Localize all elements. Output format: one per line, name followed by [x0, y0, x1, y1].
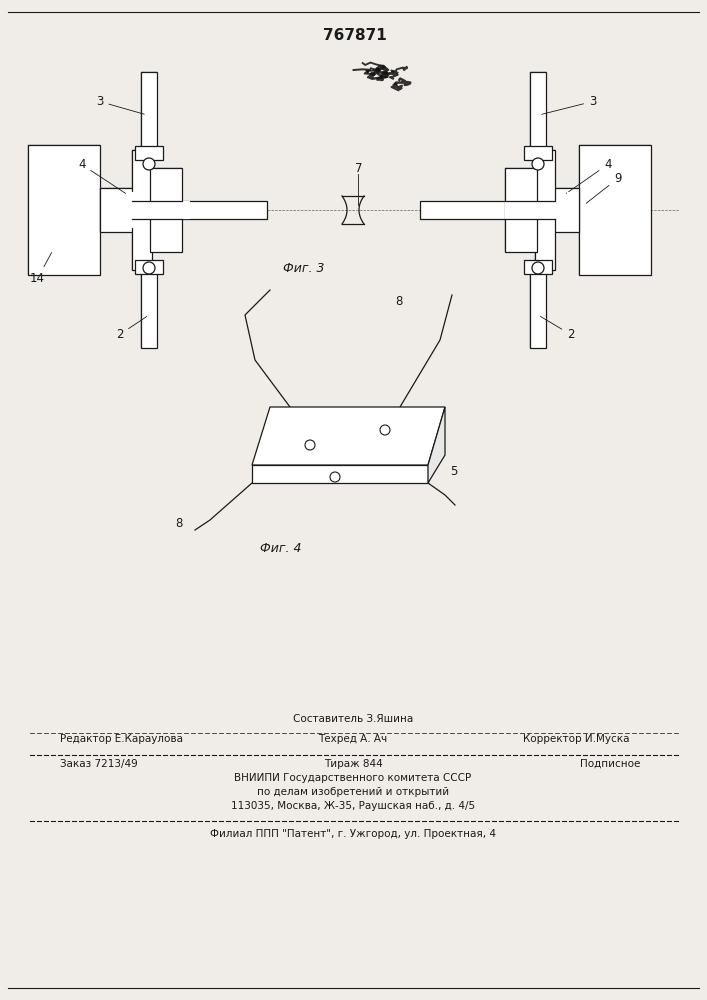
Text: Техред А. Ач: Техред А. Ач — [318, 734, 387, 744]
Text: 9: 9 — [586, 172, 621, 203]
Bar — [579, 145, 651, 275]
Text: Заказ 7213/49: Заказ 7213/49 — [60, 759, 138, 769]
Bar — [530, 72, 546, 150]
Text: 767871: 767871 — [323, 28, 387, 43]
Bar — [135, 146, 163, 160]
Text: 2: 2 — [116, 317, 146, 341]
Text: Корректор И.Муска: Корректор И.Муска — [523, 734, 630, 744]
Bar — [544, 188, 579, 232]
Text: Подписное: Подписное — [580, 759, 640, 769]
Bar — [524, 260, 552, 274]
Text: 7: 7 — [355, 162, 363, 175]
Bar — [524, 146, 552, 160]
Bar — [535, 150, 555, 270]
Text: 5: 5 — [450, 465, 457, 478]
Polygon shape — [252, 407, 445, 465]
Text: 2: 2 — [540, 316, 575, 341]
Bar — [28, 145, 100, 275]
Text: 4: 4 — [566, 158, 612, 193]
Text: Филиал ППП "Патент", г. Ужгород, ул. Проектная, 4: Филиал ППП "Патент", г. Ужгород, ул. Про… — [210, 829, 496, 839]
Text: Редактор Е.Карауловa: Редактор Е.Карауловa — [60, 734, 183, 744]
Bar — [135, 260, 163, 274]
Text: 8: 8 — [175, 517, 182, 530]
Bar — [141, 270, 157, 348]
Bar — [150, 168, 182, 252]
Bar — [150, 168, 182, 252]
Circle shape — [330, 472, 340, 482]
Bar — [141, 270, 157, 348]
Circle shape — [143, 158, 155, 170]
Text: 8: 8 — [395, 295, 402, 308]
Circle shape — [305, 440, 315, 450]
Bar — [505, 168, 537, 252]
Text: Фиг. 4: Фиг. 4 — [260, 542, 301, 555]
Text: по делам изобретений и открытий: по делам изобретений и открытий — [257, 787, 449, 797]
Text: 113035, Москва, Ж-35, Раушская наб., д. 4/5: 113035, Москва, Ж-35, Раушская наб., д. … — [231, 801, 475, 811]
Text: 14: 14 — [30, 252, 52, 285]
Bar — [535, 150, 555, 270]
Bar — [141, 72, 157, 150]
Bar — [505, 168, 537, 252]
Circle shape — [532, 262, 544, 274]
Text: 4: 4 — [78, 158, 126, 193]
Bar — [100, 188, 135, 232]
Bar — [141, 72, 157, 150]
Circle shape — [532, 158, 544, 170]
Bar — [579, 145, 651, 275]
Bar — [100, 188, 135, 232]
Polygon shape — [252, 465, 428, 483]
Circle shape — [143, 262, 155, 274]
Bar — [126, 192, 136, 228]
Bar — [132, 201, 190, 219]
Text: ВНИИПИ Государственного комитета СССР: ВНИИПИ Государственного комитета СССР — [235, 773, 472, 783]
Bar — [530, 270, 546, 348]
Bar — [28, 145, 100, 275]
Bar — [182, 201, 267, 219]
Bar — [544, 188, 579, 232]
Text: 3: 3 — [542, 95, 597, 114]
Bar — [132, 150, 152, 270]
Bar — [132, 150, 152, 270]
Circle shape — [380, 425, 390, 435]
Bar — [505, 201, 567, 219]
Bar — [530, 270, 546, 348]
Text: 3: 3 — [96, 95, 144, 114]
Polygon shape — [428, 407, 445, 483]
Text: Составитель З.Яшина: Составитель З.Яшина — [293, 714, 413, 724]
Text: Тираж 844: Тираж 844 — [324, 759, 382, 769]
Text: Фиг. 3: Фиг. 3 — [283, 262, 325, 275]
Bar — [420, 201, 505, 219]
Bar — [530, 72, 546, 150]
Bar — [567, 192, 577, 228]
